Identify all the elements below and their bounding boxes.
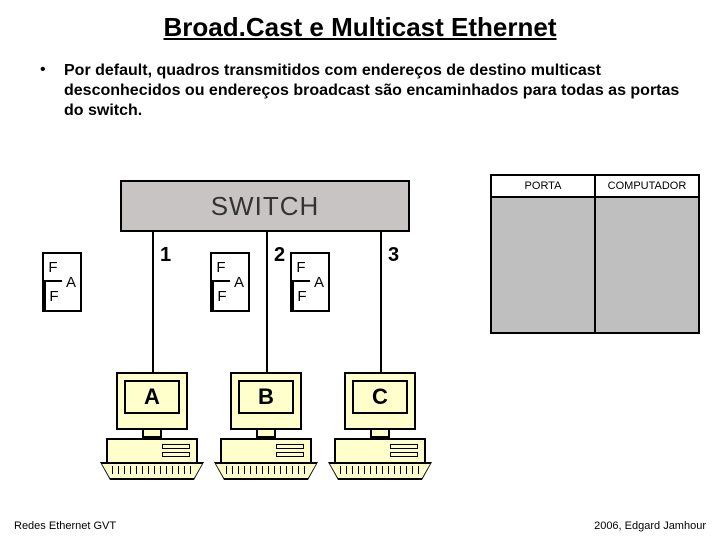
bullet-marker: • bbox=[40, 61, 64, 121]
footer-left: Redes Ethernet GVT bbox=[14, 520, 116, 532]
frame-packet: F F A bbox=[290, 252, 330, 312]
computer-icon: C bbox=[330, 372, 430, 482]
port-line bbox=[380, 232, 382, 372]
mac-table-header: PORTA bbox=[492, 176, 594, 198]
port-line bbox=[152, 232, 154, 372]
bullet-row: • Por default, quadros transmitidos com … bbox=[0, 43, 720, 121]
mac-table-body bbox=[492, 198, 594, 332]
frame-packet: F F A bbox=[210, 252, 250, 312]
switch-box: SWITCH bbox=[120, 180, 410, 232]
bullet-text: Por default, quadros transmitidos com en… bbox=[64, 61, 680, 121]
computer-label: A bbox=[124, 380, 180, 414]
mac-table-header: COMPUTADOR bbox=[596, 176, 698, 198]
port-number: 1 bbox=[160, 244, 171, 267]
diagram-area: SWITCH PORTA COMPUTADOR 1 F F A A 2 bbox=[0, 160, 720, 520]
packet-cell: A bbox=[310, 254, 328, 310]
packet-cell: F bbox=[212, 254, 230, 282]
computer-label: B bbox=[238, 380, 294, 414]
monitor-icon: B bbox=[230, 372, 302, 430]
footer-right: 2006, Edgard Jamhour bbox=[594, 520, 706, 532]
monitor-icon: A bbox=[116, 372, 188, 430]
packet-cell: A bbox=[62, 254, 80, 310]
packet-cell: F bbox=[44, 282, 62, 310]
computer-label: C bbox=[352, 380, 408, 414]
mac-table-col-computador: COMPUTADOR bbox=[594, 176, 698, 332]
frame-packet: F F A bbox=[42, 252, 82, 312]
packet-cell: F bbox=[212, 282, 230, 310]
port-number: 3 bbox=[388, 244, 399, 267]
computer-icon: A bbox=[102, 372, 202, 482]
port-number: 2 bbox=[274, 244, 285, 267]
packet-cell: A bbox=[230, 254, 248, 310]
packet-cell: F bbox=[292, 254, 310, 282]
packet-cell: F bbox=[292, 282, 310, 310]
port-line bbox=[266, 232, 268, 372]
computer-icon: B bbox=[216, 372, 316, 482]
monitor-icon: C bbox=[344, 372, 416, 430]
mac-table-col-porta: PORTA bbox=[492, 176, 594, 332]
mac-table-body bbox=[596, 198, 698, 332]
packet-cell: F bbox=[44, 254, 62, 282]
mac-table: PORTA COMPUTADOR bbox=[490, 174, 700, 334]
switch-label: SWITCH bbox=[211, 191, 320, 222]
page-title: Broad.Cast e Multicast Ethernet bbox=[0, 0, 720, 43]
